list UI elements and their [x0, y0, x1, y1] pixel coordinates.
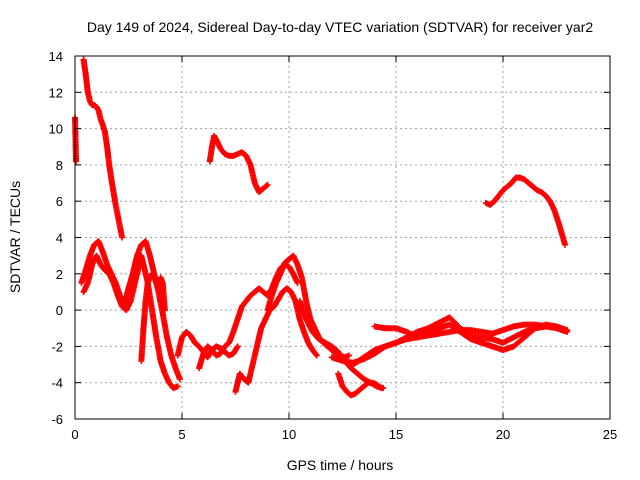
y-tick-label: -4	[51, 376, 63, 391]
y-axis-label: SDTVAR / TECUs	[7, 181, 23, 293]
data-point	[73, 158, 80, 165]
series-arc-h	[206, 132, 271, 196]
data-point	[176, 376, 183, 383]
x-tick-label: 10	[282, 427, 296, 442]
data-point	[263, 182, 270, 189]
data-point	[234, 343, 241, 350]
y-tick-label: 6	[56, 194, 63, 209]
x-tick-label: 5	[178, 427, 185, 442]
y-tick-label: 8	[56, 158, 63, 173]
data-point	[119, 234, 126, 241]
series-arc-d	[78, 238, 183, 383]
y-tick-label: 10	[49, 122, 63, 137]
y-tick-label: 2	[56, 267, 63, 282]
series-arc-b	[72, 114, 80, 165]
data-point	[542, 323, 549, 330]
data-point	[564, 327, 571, 334]
series-arc-l	[335, 370, 385, 399]
data-point	[562, 241, 569, 248]
grid-layer	[75, 56, 610, 419]
data-marks	[72, 56, 571, 399]
data-point	[264, 181, 271, 188]
data-point	[313, 352, 320, 359]
y-tick-label: 12	[49, 85, 63, 100]
data-point	[376, 384, 383, 391]
axis-ticks: 0 5 10 15 20 25 -6 -4 -2 0 2 4 6 8 10 12 14	[49, 49, 618, 442]
x-tick-label: 0	[71, 427, 78, 442]
x-tick-label: 25	[603, 427, 617, 442]
series-arc-g	[196, 261, 301, 372]
series-arc-a	[80, 56, 126, 241]
y-tick-label: 0	[56, 303, 63, 318]
series-arc-e	[138, 270, 168, 364]
data-point	[378, 385, 385, 392]
series-arc-p	[482, 174, 569, 248]
y-tick-label: 14	[49, 49, 63, 64]
data-point	[312, 351, 319, 358]
data-point	[345, 352, 352, 359]
series-arc-o	[350, 314, 549, 368]
y-tick-label: -6	[51, 412, 63, 427]
data-point	[294, 279, 301, 286]
chart-title: Day 149 of 2024, Sidereal Day-to-day VTE…	[87, 19, 593, 35]
data-point	[174, 383, 181, 390]
x-tick-label: 20	[496, 427, 510, 442]
x-tick-label: 15	[389, 427, 403, 442]
y-tick-label: -2	[51, 339, 63, 354]
y-tick-label: 4	[56, 231, 63, 246]
x-axis-label: GPS time / hours	[287, 457, 394, 473]
data-point	[161, 307, 168, 314]
